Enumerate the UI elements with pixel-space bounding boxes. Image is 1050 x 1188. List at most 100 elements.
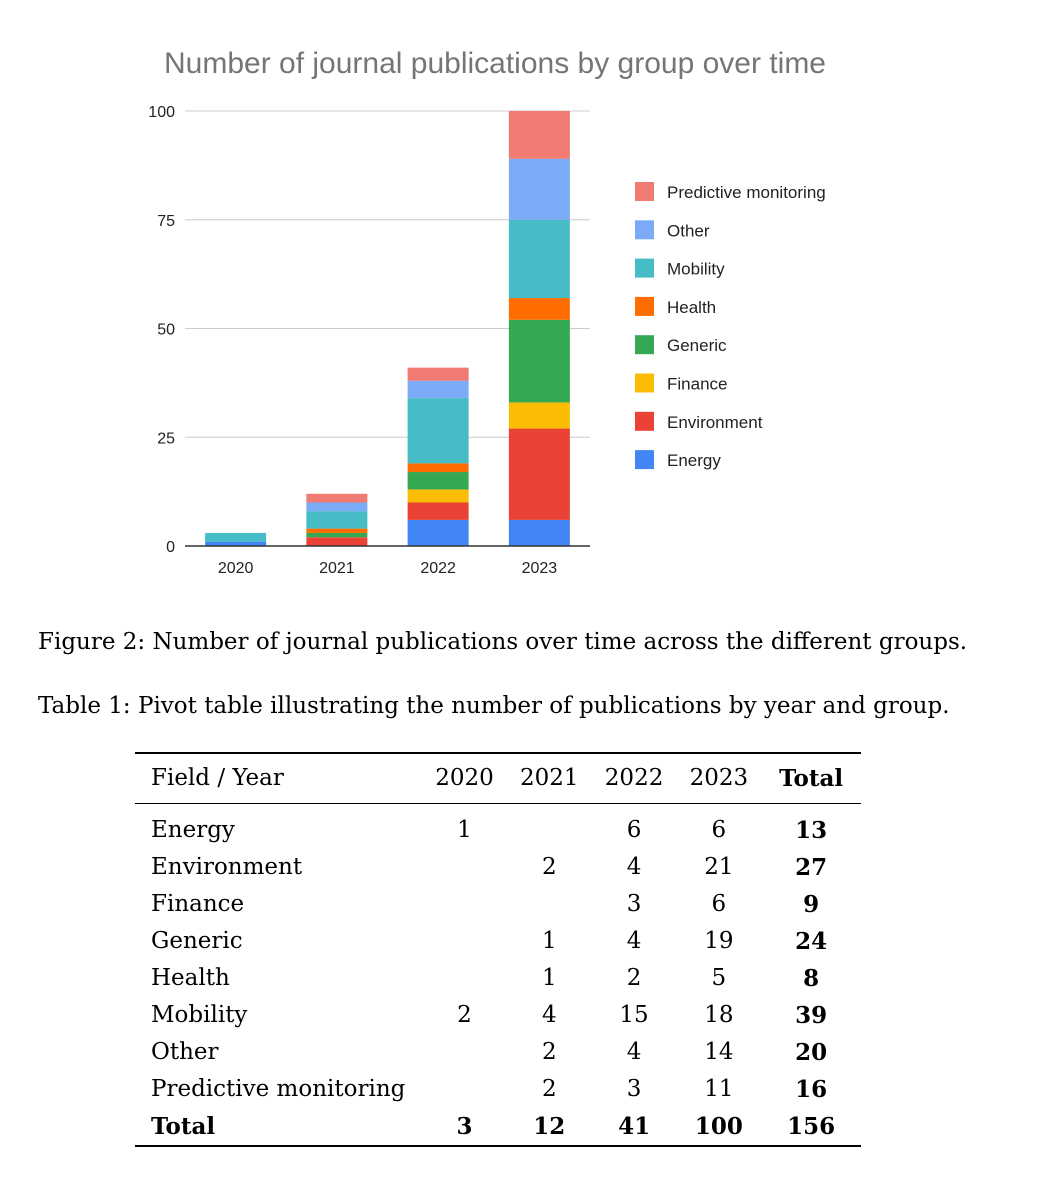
table-cell: 4 [626,854,642,880]
table-caption: Table 1: Pivot table illustrating the nu… [38,693,950,719]
table-cell: 2 [457,1002,472,1028]
legend-swatch [635,220,654,240]
table-cell: 1 [457,817,472,843]
bar-segment-energy-2023 [508,519,570,546]
x-tick-label: 2022 [420,560,456,577]
row-total-cell: 16 [795,1076,828,1103]
header-2020: 2020 [422,752,507,804]
bar-segment-other-2023 [508,158,570,220]
y-tick-label: 75 [157,213,175,230]
table-cell [422,886,507,923]
bar-segment-health-2022 [407,463,469,473]
table-cell: 2 [541,1039,557,1065]
total-cell: 41 [591,1108,677,1147]
legend-swatch [635,411,654,431]
legend-label: Health [667,298,716,317]
table-cell: 5 [711,965,727,991]
legend-item: Generic [635,335,727,355]
header-2022: 2022 [591,752,677,804]
table-total-row: Total 3 12 41 100 156 [135,1108,861,1147]
legend-swatch [635,335,654,355]
table-cell [422,960,507,997]
legend-item: Other [635,220,710,240]
row-total-cell: 8 [803,965,820,992]
bar-segment-health-2023 [508,298,570,320]
table-cell [422,1034,507,1071]
legend-label: Energy [667,451,721,470]
row-total-cell: 27 [795,854,828,881]
table-row: Finance 3 6 9 [135,886,861,923]
bar-segment-generic-2022 [407,472,469,490]
table-cell: 15 [619,1002,649,1028]
bar-segment-predictive-monitoring-2022 [407,367,469,381]
table-cell: 19 [704,928,734,954]
bar-segment-environment-2021 [306,537,368,546]
legend-item: Energy [635,450,721,470]
total-label: Total [135,1108,423,1147]
table-cell [507,886,592,923]
table-cell: 3 [626,891,642,917]
table-cell: 1 [541,928,557,954]
y-tick-labels: 0 25 50 75 100 [148,104,175,556]
table-row: Energy 1 6 6 13 [135,804,861,850]
y-tick-label: 25 [157,430,175,447]
bar-segment-energy-2022 [407,519,469,546]
legend-item: Health [635,296,716,317]
legend-swatch [635,182,654,201]
bar-segment-generic-2021 [306,532,368,538]
legend-item: Mobility [635,258,725,279]
row-label: Finance [151,891,245,917]
table-row: Other 2 4 14 20 [135,1034,861,1071]
row-label: Other [151,1039,219,1065]
table-row: Predictive monitoring 2 3 11 16 [135,1071,861,1108]
legend-swatch [635,296,654,316]
row-label: Health [151,965,230,991]
bar-segment-health-2021 [306,528,368,533]
header-2023: 2023 [676,752,762,804]
y-tick-label: 50 [157,322,175,339]
bar-segment-mobility-2021 [306,511,368,529]
table-cell [507,804,592,850]
table-cell: 14 [704,1039,734,1065]
bar-segment-mobility-2020 [205,532,267,542]
table-cell: 2 [541,1076,557,1102]
bar-segment-other-2021 [306,502,368,512]
legend-label: Environment [667,413,763,432]
legend-swatch [635,373,654,393]
legend-item: Predictive monitoring [635,182,826,202]
row-total-cell: 20 [795,1039,828,1066]
bar-segment-mobility-2023 [508,219,570,299]
row-total-cell: 13 [795,817,828,844]
table-cell [422,923,507,960]
row-total-cell: 39 [795,1002,828,1029]
legend-label: Other [667,221,710,240]
table-cell: 6 [626,817,642,843]
table-cell [422,1071,507,1108]
legend-item: Finance [635,373,727,394]
table-cell: 3 [626,1076,642,1102]
bar-segment-energy-2020 [205,541,267,546]
row-label: Predictive monitoring [151,1076,406,1102]
header-2021: 2021 [506,752,592,804]
table-cell: 4 [541,1002,557,1028]
legend-swatch [635,450,654,470]
legend-item: Environment [635,411,763,432]
legend-swatch [635,258,654,278]
row-label: Generic [151,928,243,954]
table-cell [422,849,507,886]
table-cell: 4 [626,1039,642,1065]
table-body: Energy 1 6 6 13 Environment 2 4 21 27 Finance 3 6 9 Ge… [135,804,861,1147]
pivot-table: Field / Year 2020 2021 2022 2023 Total E… [135,752,861,1147]
header-total: Total [761,752,861,804]
row-label: Environment [151,854,303,880]
bar-segment-environment-2022 [407,502,469,520]
row-total-cell: 9 [803,891,820,918]
bars [205,111,570,546]
legend-label: Generic [667,336,727,355]
table-cell: 18 [704,1002,734,1028]
total-cell: 156 [761,1108,861,1147]
stacked-bar-chart: Number of journal publications by group … [148,47,826,577]
legend-label: Finance [667,375,727,394]
bar-segment-predictive-monitoring-2021 [306,493,368,503]
table-cell: 2 [541,854,557,880]
